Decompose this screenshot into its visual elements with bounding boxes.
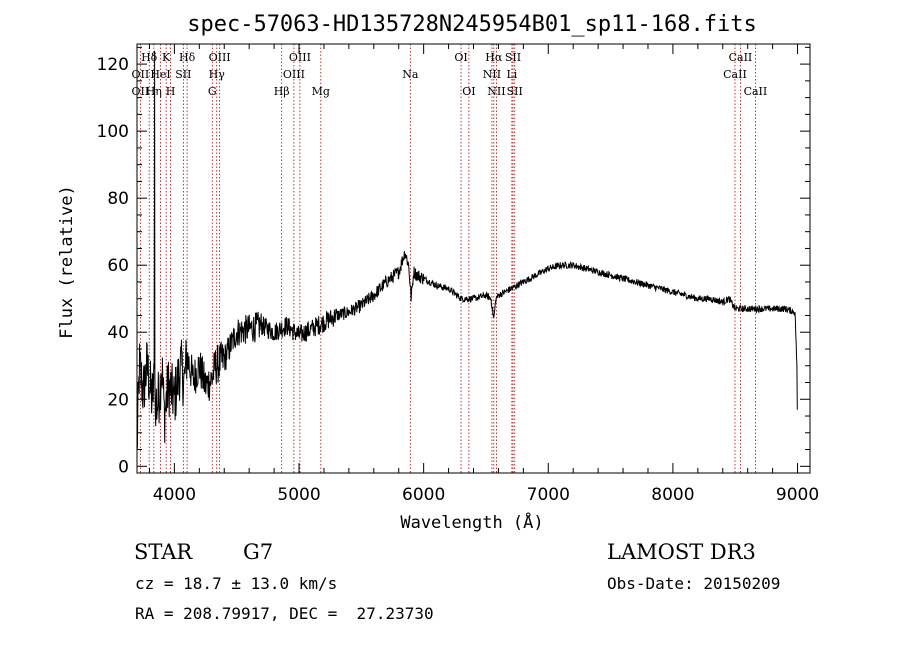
line-label: OIII <box>283 68 305 81</box>
line-label: Hβ <box>274 85 290 98</box>
y-tick-label: 0 <box>118 457 129 477</box>
emission-line-markers <box>139 44 756 473</box>
line-label: NII <box>487 85 505 98</box>
line-label: Hδ <box>141 51 158 64</box>
object-class: STAR <box>134 540 193 564</box>
y-tick-label: 80 <box>107 189 129 209</box>
line-label: K <box>162 51 171 64</box>
line-label: OI <box>462 85 475 98</box>
y-axis-label: Flux (relative) <box>57 185 77 339</box>
flux-series-line <box>136 50 798 449</box>
x-tick-label: 6000 <box>402 485 445 505</box>
line-label: SII <box>507 85 523 98</box>
line-label: Mg <box>312 85 330 98</box>
line-label: OII <box>132 85 150 98</box>
x-tick-label: 4000 <box>153 485 196 505</box>
line-label: SII <box>175 68 191 81</box>
x-axis-ticks: 4000 5000 6000 7000 8000 9000 <box>148 44 819 505</box>
y-tick-label: 20 <box>107 390 129 410</box>
x-tick-label: 9000 <box>776 485 819 505</box>
chart-title: spec-57063-HD135728N245954B01_sp11-168.f… <box>187 12 757 37</box>
y-tick-label: 40 <box>107 323 129 343</box>
x-tick-label: 7000 <box>527 485 570 505</box>
line-label: H <box>166 85 176 98</box>
coordinates: RA = 208.79917, DEC = 27.23730 <box>135 604 434 623</box>
line-label: OII <box>132 68 150 81</box>
x-axis-label: Wavelength (Å) <box>400 511 543 533</box>
line-label: Hδ <box>179 51 196 64</box>
spectral-subclass: G7 <box>243 540 274 564</box>
y-axis-ticks: 0 20 40 60 80 100 120 <box>97 46 810 477</box>
line-label: CaII <box>729 51 753 64</box>
y-tick-label: 120 <box>97 55 129 75</box>
line-label: OI <box>454 51 467 64</box>
redshift-velocity: cz = 18.7 ± 13.0 km/s <box>135 574 338 593</box>
line-label: OIII <box>289 51 311 64</box>
line-label: OIII <box>209 51 231 64</box>
line-label: G <box>208 85 217 98</box>
line-label: HeI <box>150 68 170 81</box>
x-tick-label: 8000 <box>651 485 694 505</box>
line-label: Li <box>506 68 517 81</box>
line-label: SII <box>505 51 521 64</box>
line-label: Hγ <box>209 68 226 81</box>
y-tick-label: 100 <box>97 122 129 142</box>
line-label: Na <box>402 68 419 81</box>
survey-name: LAMOST DR3 <box>607 540 756 564</box>
line-label: Hη <box>146 85 162 98</box>
line-label: NII <box>483 68 501 81</box>
observation-date: Obs-Date: 20150209 <box>607 574 781 593</box>
y-tick-label: 60 <box>107 256 129 276</box>
line-label: CaII <box>723 68 747 81</box>
line-label: Hα <box>485 51 503 64</box>
line-label: CaII <box>744 85 768 98</box>
x-tick-label: 5000 <box>277 485 320 505</box>
plot-frame <box>136 43 811 474</box>
